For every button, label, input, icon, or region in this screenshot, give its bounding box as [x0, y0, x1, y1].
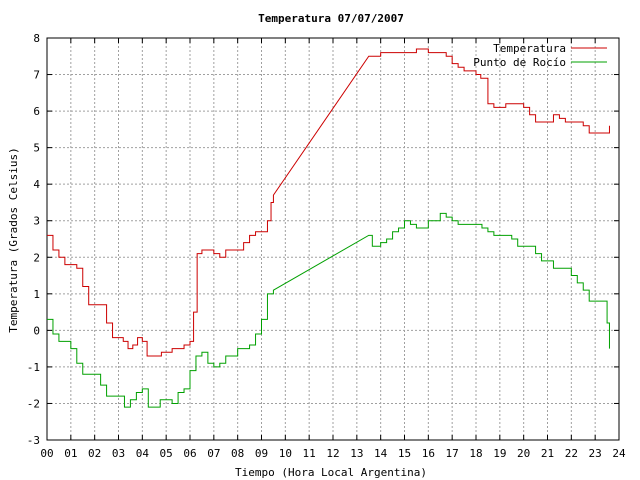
grid	[47, 38, 619, 440]
x-tick-label: 02	[88, 447, 101, 460]
x-tick-label: 06	[183, 447, 196, 460]
x-tick-label: 19	[493, 447, 506, 460]
axes: 00 01 02 03 04 05 06 07 08 09 10 11 12 13 14 15 16 17 18 19…	[27, 32, 626, 460]
series-line-punto-de-rocio	[47, 212, 610, 408]
y-axis-label: Temperatura (Grados Celsius)	[7, 147, 20, 332]
x-tick-label: 11	[303, 447, 316, 460]
y-tick-label: 2	[33, 251, 40, 264]
x-axis-label: Tiempo (Hora Local Argentina)	[235, 466, 427, 479]
y-tick-label: 8	[33, 32, 40, 45]
legend-item-temperatura: Temperatura	[493, 42, 607, 55]
y-tick-label: -3	[27, 434, 40, 447]
y-tick-label: 1	[33, 288, 40, 301]
y-tick-label: -2	[27, 397, 40, 410]
series-line-temperatura	[47, 48, 610, 357]
x-tick-label: 20	[517, 447, 530, 460]
x-tick-label: 13	[350, 447, 363, 460]
x-tick-label: 21	[541, 447, 554, 460]
y-tick-label: 3	[33, 215, 40, 228]
x-tick-label: 16	[422, 447, 435, 460]
x-tick-label: 08	[231, 447, 244, 460]
chart-title: Temperatura 07/07/2007	[258, 12, 404, 25]
y-tick-label: 0	[33, 324, 40, 337]
legend-label-temperatura: Temperatura	[493, 42, 566, 55]
x-tick-label: 04	[136, 447, 150, 460]
x-tick-label: 24	[612, 447, 626, 460]
x-tick-label: 03	[112, 447, 125, 460]
y-tick-label: -1	[27, 361, 40, 374]
x-tick-label: 23	[589, 447, 602, 460]
x-tick-label: 01	[64, 447, 77, 460]
plot-frame	[46, 37, 620, 441]
x-tick-label: 14	[374, 447, 388, 460]
y-tick-label: 6	[33, 105, 40, 118]
x-tick-label: 09	[255, 447, 268, 460]
x-tick-label: 12	[326, 447, 339, 460]
x-tick-label: 18	[469, 447, 482, 460]
x-tick-label: 10	[279, 447, 292, 460]
y-tick-label: 5	[33, 142, 40, 155]
x-tick-label: 05	[160, 447, 173, 460]
y-tick-label: 4	[33, 178, 40, 191]
legend: Temperatura Punto de Rocío	[473, 42, 607, 69]
x-tick-label: 15	[398, 447, 411, 460]
x-tick-label: 22	[565, 447, 578, 460]
y-tick-label: 7	[33, 69, 40, 82]
series	[47, 48, 610, 408]
legend-label-punto-de-rocio: Punto de Rocío	[473, 56, 566, 69]
x-tick-label: 17	[446, 447, 459, 460]
x-tick-label: 00	[40, 447, 53, 460]
x-tick-label: 07	[207, 447, 220, 460]
legend-item-punto-de-rocio: Punto de Rocío	[473, 56, 607, 69]
